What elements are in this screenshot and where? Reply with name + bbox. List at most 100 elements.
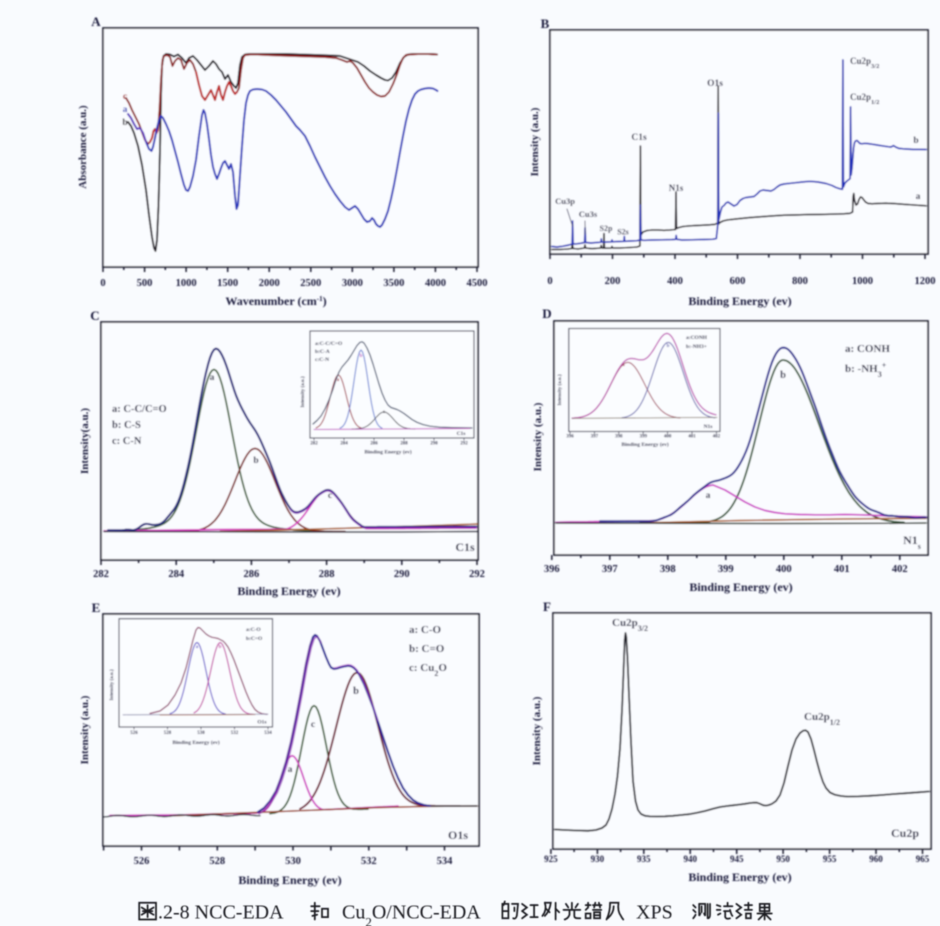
svg-text:Intensity (a.u.): Intensity (a.u.)	[110, 669, 115, 701]
svg-text:399: 399	[639, 435, 647, 440]
svg-text:c: Cu2O: c: Cu2O	[409, 662, 447, 678]
svg-text:b: b	[122, 118, 127, 128]
svg-text:397: 397	[602, 564, 618, 575]
svg-text:532: 532	[361, 856, 377, 867]
svg-text:A: A	[91, 14, 101, 29]
svg-text:c: c	[328, 491, 332, 501]
svg-text:a: CONH: a: CONH	[845, 343, 890, 355]
svg-text:398: 398	[615, 435, 623, 440]
svg-text:c: c	[383, 410, 386, 415]
svg-text:526: 526	[130, 731, 138, 736]
svg-text:284: 284	[168, 569, 185, 580]
svg-text:a: C-O: a: C-O	[409, 624, 442, 636]
svg-text:Binding Energy (ev): Binding Energy (ev)	[237, 584, 340, 598]
svg-text:Wavenumber (cm-1): Wavenumber (cm-1)	[225, 294, 326, 308]
svg-text:401: 401	[834, 564, 850, 575]
svg-text:Binding Energy (ev): Binding Energy (ev)	[688, 294, 791, 308]
svg-text:4000: 4000	[425, 278, 446, 289]
svg-text:a:C-C/C=O: a:C-C/C=O	[315, 341, 343, 347]
svg-text:a:CONH: a:CONH	[686, 335, 708, 341]
svg-text:O1s: O1s	[448, 828, 468, 842]
svg-text:Intensity (a.u.): Intensity (a.u.)	[558, 374, 563, 406]
svg-text:1000: 1000	[176, 278, 197, 289]
svg-text:288: 288	[400, 442, 408, 447]
svg-text:a: C-C/C=O: a: C-C/C=O	[112, 404, 167, 415]
svg-text:XPS: XPS	[636, 902, 673, 924]
svg-text:B: B	[541, 16, 550, 31]
svg-text:b: b	[780, 370, 786, 381]
svg-text:0: 0	[547, 276, 552, 287]
svg-text:b: b	[667, 344, 670, 349]
svg-text:800: 800	[792, 276, 808, 287]
svg-text:292: 292	[469, 569, 485, 580]
svg-text:b: b	[353, 686, 359, 697]
svg-text:4500: 4500	[467, 278, 488, 289]
svg-text:b: -NH3+: b: -NH3+	[845, 361, 887, 379]
svg-text:Intensity (a.u.): Intensity (a.u.)	[531, 696, 543, 765]
svg-text:284: 284	[340, 442, 348, 447]
svg-text:C1s: C1s	[457, 431, 466, 437]
svg-text:N1s: N1s	[669, 183, 684, 193]
svg-text:O1s: O1s	[707, 79, 723, 89]
svg-text:1000: 1000	[852, 276, 873, 287]
svg-text:b: b	[360, 354, 363, 359]
svg-text:a: a	[123, 105, 128, 115]
svg-text:Binding Energy (ev): Binding Energy (ev)	[621, 441, 669, 448]
svg-text:200: 200	[605, 276, 621, 287]
svg-text:400: 400	[776, 564, 792, 575]
svg-text:950: 950	[776, 854, 790, 864]
svg-text:528: 528	[209, 856, 225, 867]
svg-text:Intensity (a.u.): Intensity (a.u.)	[301, 376, 306, 408]
svg-text:b: b	[253, 456, 258, 466]
svg-text:C1s: C1s	[455, 540, 475, 554]
svg-text:955: 955	[823, 854, 837, 864]
svg-text:402: 402	[892, 564, 908, 575]
svg-text:Intensity (a.u.): Intensity (a.u.)	[79, 695, 91, 764]
svg-text:532: 532	[231, 731, 239, 736]
svg-text:a: a	[706, 491, 711, 501]
svg-text:E: E	[92, 600, 101, 615]
svg-text:Cu3p: Cu3p	[555, 196, 575, 206]
svg-text:530: 530	[285, 856, 301, 867]
svg-text:960: 960	[869, 854, 883, 864]
svg-text:3000: 3000	[342, 278, 363, 289]
svg-text:Binding Energy (ev): Binding Energy (ev)	[364, 449, 412, 456]
svg-text:402: 402	[713, 435, 721, 440]
svg-text:Binding Energy (ev): Binding Energy (ev)	[172, 739, 220, 746]
svg-text:Binding Energy (ev): Binding Energy (ev)	[688, 870, 791, 884]
svg-text:286: 286	[244, 569, 260, 580]
svg-text:399: 399	[718, 564, 734, 575]
svg-text:b:-NH3+: b:-NH3+	[686, 344, 707, 350]
svg-text:b: b	[219, 645, 222, 650]
svg-text:D: D	[542, 306, 551, 321]
svg-text:288: 288	[319, 569, 335, 580]
svg-text:Binding Energy (ev): Binding Energy (ev)	[238, 873, 341, 887]
svg-text:528: 528	[164, 731, 172, 736]
svg-text:c: c	[311, 720, 315, 730]
svg-text:Intensity (a.u.): Intensity (a.u.)	[532, 402, 544, 471]
svg-text:C: C	[90, 308, 99, 323]
svg-text:965: 965	[916, 854, 930, 864]
svg-text:282: 282	[93, 569, 109, 580]
svg-text:530: 530	[197, 731, 205, 736]
svg-text:600: 600	[730, 276, 746, 287]
svg-text:b: b	[913, 136, 918, 146]
svg-text:a: a	[916, 192, 921, 202]
svg-text:N1s: N1s	[903, 533, 921, 551]
svg-text:3500: 3500	[383, 278, 404, 289]
svg-text:534: 534	[264, 731, 272, 736]
svg-text:Intensity(a.u.): Intensity(a.u.)	[79, 408, 91, 474]
svg-text:1200: 1200	[915, 276, 936, 287]
svg-text:F: F	[543, 599, 551, 614]
svg-text:290: 290	[430, 442, 438, 447]
svg-text:286: 286	[370, 442, 378, 447]
svg-text:a: a	[622, 363, 625, 368]
svg-text:290: 290	[394, 569, 410, 580]
svg-text:534: 534	[437, 856, 454, 867]
svg-text:500: 500	[137, 278, 153, 289]
svg-text:S2p: S2p	[600, 224, 613, 233]
svg-text:N1s: N1s	[704, 424, 713, 430]
svg-text:1500: 1500	[217, 278, 238, 289]
svg-text:c:C-N: c:C-N	[315, 357, 329, 363]
svg-text:O1s: O1s	[257, 720, 266, 726]
